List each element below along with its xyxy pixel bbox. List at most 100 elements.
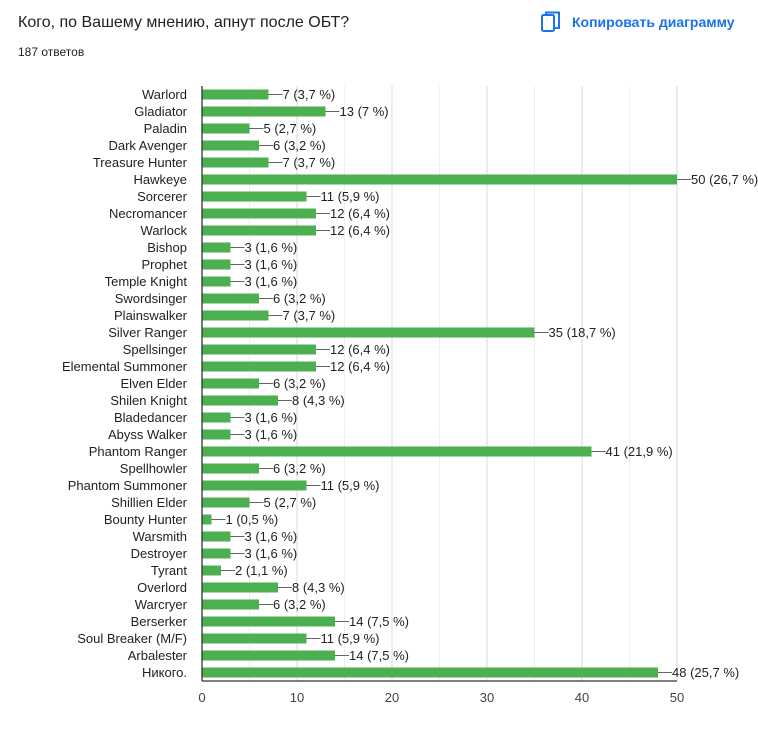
bar bbox=[202, 106, 326, 117]
category-label: Bounty Hunter bbox=[104, 512, 188, 527]
bar bbox=[202, 225, 316, 236]
labels: Warlord 7 (3,7 %) Gladiator 13 (7 %) Paladin… bbox=[62, 87, 758, 680]
bar bbox=[202, 667, 658, 678]
bar bbox=[202, 378, 259, 389]
category-label: Phantom Summoner bbox=[68, 478, 188, 493]
bar bbox=[202, 497, 250, 508]
data-label: 8 (4,3 %) bbox=[292, 393, 345, 408]
bar bbox=[202, 616, 335, 627]
bar bbox=[202, 174, 677, 185]
bar bbox=[202, 310, 269, 321]
bar bbox=[202, 89, 269, 100]
data-label: 41 (21,9 %) bbox=[606, 444, 673, 459]
category-label: Plainswalker bbox=[114, 308, 188, 323]
x-tick-label: 40 bbox=[575, 690, 589, 705]
category-label: Spellhowler bbox=[120, 461, 188, 476]
category-label: Abyss Walker bbox=[108, 427, 188, 442]
category-label: Warlock bbox=[141, 223, 188, 238]
data-label: 7 (3,7 %) bbox=[283, 155, 336, 170]
bar bbox=[202, 344, 316, 355]
category-label: Destroyer bbox=[131, 546, 188, 561]
data-label: 6 (3,2 %) bbox=[273, 138, 326, 153]
data-label: 14 (7,5 %) bbox=[349, 614, 409, 629]
category-label: Shillien Elder bbox=[111, 495, 188, 510]
data-label: 5 (2,7 %) bbox=[264, 121, 317, 136]
x-tick-label: 0 bbox=[198, 690, 205, 705]
data-label: 12 (6,4 %) bbox=[330, 223, 390, 238]
category-label: Phantom Ranger bbox=[89, 444, 188, 459]
category-label: Necromancer bbox=[109, 206, 188, 221]
data-label: 6 (3,2 %) bbox=[273, 291, 326, 306]
category-label: Bladedancer bbox=[114, 410, 188, 425]
question-title: Кого, по Вашему мнению, апнут после ОБТ? bbox=[18, 14, 350, 31]
data-label: 12 (6,4 %) bbox=[330, 342, 390, 357]
x-tick-label: 20 bbox=[385, 690, 399, 705]
bar bbox=[202, 480, 307, 491]
category-label: Overlord bbox=[137, 580, 187, 595]
bar bbox=[202, 157, 269, 168]
data-label: 5 (2,7 %) bbox=[264, 495, 317, 510]
bar bbox=[202, 599, 259, 610]
bar bbox=[202, 412, 231, 423]
data-label: 50 (26,7 %) bbox=[691, 172, 758, 187]
bar bbox=[202, 140, 259, 151]
category-label: Warlord bbox=[142, 87, 187, 102]
data-label: 6 (3,2 %) bbox=[273, 461, 326, 476]
category-label: Swordsinger bbox=[115, 291, 188, 306]
data-label: 3 (1,6 %) bbox=[245, 529, 298, 544]
data-label: 2 (1,1 %) bbox=[235, 563, 288, 578]
x-tick-label: 50 bbox=[670, 690, 684, 705]
data-label: 6 (3,2 %) bbox=[273, 376, 326, 391]
category-label: Paladin bbox=[144, 121, 187, 136]
category-label: Temple Knight bbox=[105, 274, 188, 289]
category-label: Gladiator bbox=[134, 104, 187, 119]
bar bbox=[202, 633, 307, 644]
data-label: 6 (3,2 %) bbox=[273, 597, 326, 612]
data-label: 3 (1,6 %) bbox=[245, 274, 298, 289]
data-label: 13 (7 %) bbox=[340, 104, 389, 119]
bar bbox=[202, 293, 259, 304]
x-tick-label: 30 bbox=[480, 690, 494, 705]
bar bbox=[202, 242, 231, 253]
data-label: 7 (3,7 %) bbox=[283, 308, 336, 323]
copy-icon bbox=[540, 10, 562, 34]
category-label: Hawkeye bbox=[134, 172, 187, 187]
copy-chart-label: Копировать диаграмму bbox=[572, 14, 735, 30]
category-label: Arbalester bbox=[128, 648, 188, 663]
data-label: 11 (5,9 %) bbox=[321, 631, 380, 646]
axes: 0 10 20 30 40 50 bbox=[198, 86, 684, 705]
category-label: Soul Breaker (M/F) bbox=[77, 631, 187, 646]
data-label: 3 (1,6 %) bbox=[245, 427, 298, 442]
bar bbox=[202, 327, 535, 338]
category-label: Spellsinger bbox=[123, 342, 188, 357]
bar bbox=[202, 446, 592, 457]
data-label: 35 (18,7 %) bbox=[549, 325, 616, 340]
data-label: 3 (1,6 %) bbox=[245, 257, 298, 272]
category-label: Никого. bbox=[142, 665, 187, 680]
data-label: 7 (3,7 %) bbox=[283, 87, 336, 102]
bar bbox=[202, 514, 212, 525]
category-label: Prophet bbox=[141, 257, 187, 272]
bar bbox=[202, 276, 231, 287]
data-label: 3 (1,6 %) bbox=[245, 410, 298, 425]
bars bbox=[202, 89, 677, 678]
bar bbox=[202, 429, 231, 440]
category-label: Warcryer bbox=[135, 597, 188, 612]
grid-lines bbox=[249, 86, 678, 681]
response-count: 187 ответов bbox=[18, 45, 85, 59]
data-label: 3 (1,6 %) bbox=[245, 240, 298, 255]
bar bbox=[202, 395, 278, 406]
bar bbox=[202, 123, 250, 134]
bar bbox=[202, 548, 231, 559]
data-label: 12 (6,4 %) bbox=[330, 206, 390, 221]
x-tick-label: 10 bbox=[290, 690, 304, 705]
data-label: 12 (6,4 %) bbox=[330, 359, 390, 374]
data-label: 1 (0,5 %) bbox=[226, 512, 279, 527]
bar bbox=[202, 361, 316, 372]
category-label: Treasure Hunter bbox=[93, 155, 188, 170]
bar bbox=[202, 531, 231, 542]
bar bbox=[202, 259, 231, 270]
category-label: Warsmith bbox=[133, 529, 187, 544]
copy-chart-button[interactable]: Копировать диаграмму bbox=[540, 10, 735, 34]
